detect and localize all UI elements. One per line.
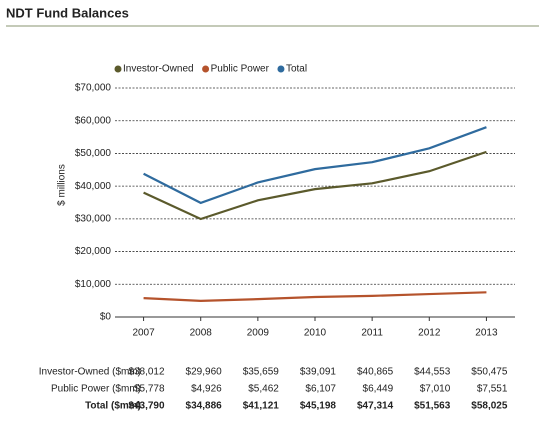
- legend-label: Investor-Owned: [123, 64, 194, 75]
- table-value: $5,462: [248, 384, 279, 395]
- x-tick-label: 2013: [475, 328, 498, 339]
- legend-marker: [114, 65, 122, 73]
- series-line: [143, 126, 487, 205]
- table-value: $34,886: [186, 401, 223, 412]
- y-tick-label: $60,000: [75, 115, 112, 126]
- legend-label: Total: [286, 64, 307, 75]
- table-row-label: Total ($mm): [85, 401, 141, 412]
- series-line: [143, 291, 487, 302]
- table-value: $58,025: [471, 401, 508, 412]
- table-value: $5,778: [134, 384, 165, 395]
- x-tick-label: 2008: [190, 328, 213, 339]
- x-tick-label: 2012: [418, 328, 441, 339]
- table-value: $47,314: [357, 401, 394, 412]
- table-value: $29,960: [186, 367, 223, 378]
- x-tick-label: 2010: [304, 328, 327, 339]
- y-tick-label: $30,000: [75, 213, 112, 224]
- table-value: $43,790: [128, 401, 165, 412]
- table-value: $41,121: [243, 401, 280, 412]
- table-value: $6,107: [305, 384, 336, 395]
- y-axis-label: $ millions: [57, 164, 68, 206]
- table-value: $39,091: [300, 367, 337, 378]
- table-value: $35,659: [243, 367, 280, 378]
- y-tick-label: $20,000: [75, 246, 112, 257]
- table-row-label: Investor-Owned ($mm): [39, 367, 141, 378]
- x-tick-label: 2011: [361, 328, 383, 339]
- y-tick-label: $70,000: [75, 83, 112, 94]
- chart-title: NDT Fund Balances: [6, 5, 129, 20]
- series-line: [143, 150, 487, 221]
- x-tick-label: 2007: [132, 328, 155, 339]
- legend-label: Public Power: [211, 64, 270, 75]
- legend-marker: [202, 65, 210, 73]
- y-tick-label: $50,000: [75, 148, 112, 159]
- table-value: $6,449: [363, 384, 394, 395]
- table-value: $40,865: [357, 367, 394, 378]
- y-tick-label: $0: [100, 312, 112, 323]
- table-value: $7,010: [420, 384, 451, 395]
- table-value: $44,553: [414, 367, 451, 378]
- table-value: $51,563: [414, 401, 451, 412]
- y-tick-label: $40,000: [75, 181, 112, 192]
- y-tick-label: $10,000: [75, 279, 112, 290]
- table-row-label: Public Power ($mm): [51, 384, 141, 395]
- x-tick-label: 2009: [247, 328, 270, 339]
- table-value: $50,475: [471, 367, 508, 378]
- table-value: $7,551: [477, 384, 508, 395]
- legend-marker: [277, 65, 285, 73]
- table-value: $45,198: [300, 401, 337, 412]
- table-value: $4,926: [191, 384, 222, 395]
- table-value: $38,012: [128, 367, 165, 378]
